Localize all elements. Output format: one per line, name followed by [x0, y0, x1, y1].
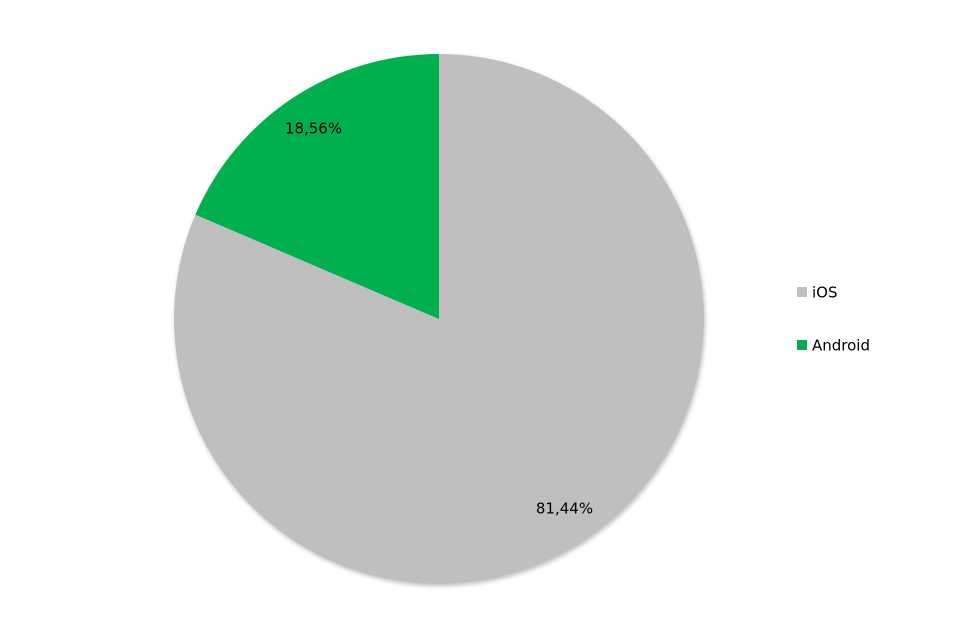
pie-slice: [174, 54, 705, 584]
legend-label: Android: [812, 337, 870, 355]
legend-label: iOS: [812, 284, 838, 302]
pie: [174, 54, 705, 584]
data-label: 81,44%: [536, 500, 593, 518]
legend-swatch: [797, 287, 807, 297]
data-label: 18,56%: [285, 119, 342, 137]
legend-swatch: [797, 340, 807, 350]
pie-slice: [195, 54, 439, 319]
